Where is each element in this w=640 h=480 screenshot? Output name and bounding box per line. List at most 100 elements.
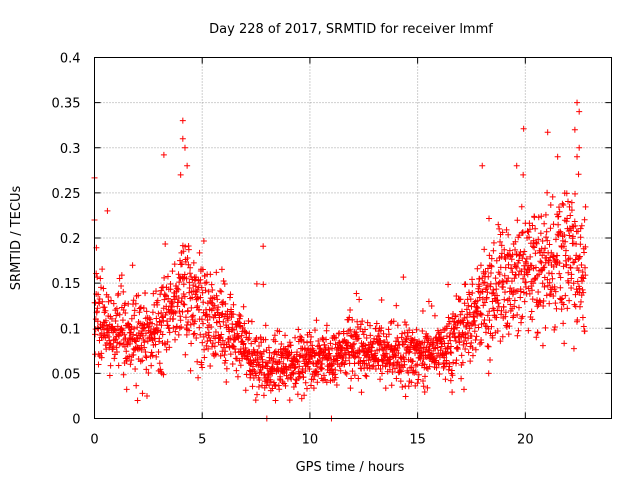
data-point: [409, 329, 416, 336]
data-point: [505, 231, 512, 238]
data-point: [378, 297, 385, 304]
data-point: [374, 358, 381, 365]
data-point: [378, 324, 385, 331]
data-point: [319, 335, 326, 342]
data-point: [106, 337, 113, 344]
data-point: [230, 301, 237, 308]
data-point: [356, 296, 363, 303]
data-point: [198, 316, 205, 323]
data-point: [442, 376, 449, 383]
data-point: [130, 297, 137, 304]
data-point: [451, 318, 458, 325]
data-point: [222, 357, 229, 364]
data-point: [476, 283, 483, 290]
data-point: [405, 383, 412, 390]
data-point: [493, 257, 500, 264]
data-point: [575, 267, 582, 274]
data-point: [424, 333, 431, 340]
data-point: [461, 300, 468, 307]
data-point: [478, 311, 485, 318]
data-point: [160, 317, 167, 324]
data-point: [568, 271, 575, 278]
data-point: [197, 276, 204, 283]
data-point: [545, 257, 552, 264]
data-point: [301, 392, 308, 399]
data-point: [499, 229, 506, 236]
data-point: [515, 304, 522, 311]
data-point: [467, 358, 474, 365]
data-point: [532, 225, 539, 232]
data-point: [115, 290, 122, 297]
data-point: [526, 266, 533, 273]
data-point: [101, 304, 108, 311]
data-point: [163, 303, 170, 310]
data-point: [312, 327, 319, 334]
data-point: [513, 264, 520, 271]
data-point: [409, 358, 416, 365]
data-point: [490, 247, 497, 254]
data-point: [175, 286, 182, 293]
data-point: [464, 311, 471, 318]
data-point: [355, 375, 362, 382]
data-point: [552, 324, 559, 331]
data-point: [495, 300, 502, 307]
data-point: [449, 389, 456, 396]
data-point: [260, 243, 267, 250]
data-point: [300, 338, 307, 345]
data-point: [431, 312, 438, 319]
data-point: [96, 337, 103, 344]
data-point: [550, 253, 557, 260]
data-point: [521, 248, 528, 255]
y-tick-label: 0.25: [52, 187, 81, 202]
y-tick-label: 0.35: [52, 97, 81, 112]
data-point: [152, 341, 159, 348]
data-point: [315, 337, 322, 344]
data-point: [434, 344, 441, 351]
data-point: [430, 350, 437, 357]
data-point: [408, 379, 415, 386]
data-point: [415, 371, 422, 378]
data-point: [140, 304, 147, 311]
data-point: [205, 329, 212, 336]
data-point: [458, 375, 465, 382]
data-point: [520, 289, 527, 296]
data-point: [449, 372, 456, 379]
data-point: [543, 234, 550, 241]
data-point: [478, 339, 485, 346]
data-point: [567, 255, 574, 262]
data-point: [448, 343, 455, 350]
data-point: [133, 338, 140, 345]
data-point: [359, 318, 366, 325]
data-point: [520, 251, 527, 258]
data-point: [557, 229, 564, 236]
data-point: [526, 226, 533, 233]
data-point: [582, 243, 589, 250]
data-point: [421, 389, 428, 396]
data-point: [241, 320, 248, 327]
data-point: [466, 325, 473, 332]
data-point: [149, 320, 156, 327]
data-point: [576, 303, 583, 310]
data-point: [483, 294, 490, 301]
data-point: [497, 238, 504, 245]
data-point: [573, 252, 580, 259]
data-point: [276, 328, 283, 335]
data-point: [443, 333, 450, 340]
data-point: [149, 309, 156, 316]
data-point: [533, 239, 540, 246]
data-point: [420, 356, 427, 363]
data-point: [332, 367, 339, 374]
data-point: [566, 297, 573, 304]
data-point: [553, 305, 560, 312]
data-point: [156, 335, 163, 342]
data-point: [391, 365, 398, 372]
data-point: [401, 319, 408, 326]
data-point: [299, 369, 306, 376]
data-point: [170, 315, 177, 322]
data-point: [481, 246, 488, 253]
data-point: [519, 313, 526, 320]
data-point: [452, 313, 459, 320]
data-point: [104, 207, 111, 214]
data-point: [574, 99, 581, 106]
data-point: [540, 297, 547, 304]
